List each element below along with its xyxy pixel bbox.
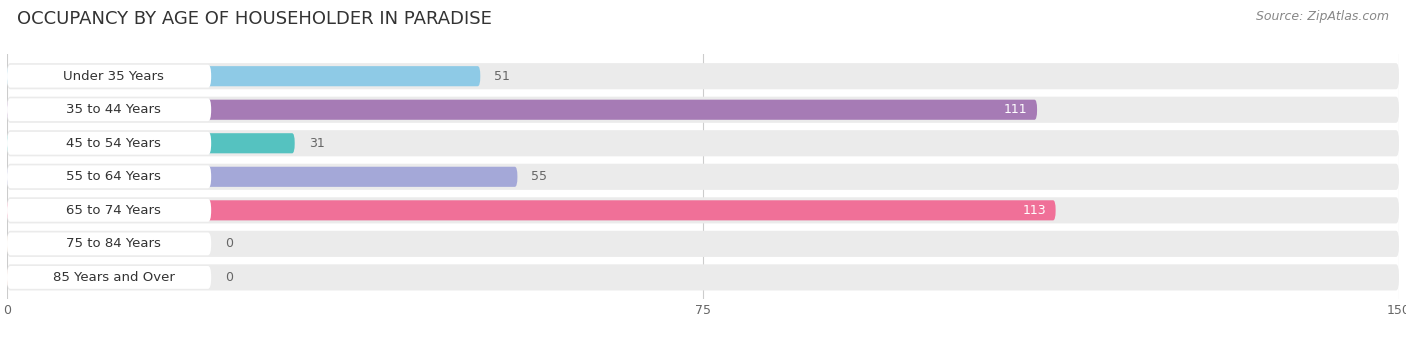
FancyBboxPatch shape xyxy=(7,66,481,86)
FancyBboxPatch shape xyxy=(7,234,120,254)
FancyBboxPatch shape xyxy=(7,264,1399,290)
FancyBboxPatch shape xyxy=(7,266,211,289)
Text: 0: 0 xyxy=(225,237,233,250)
FancyBboxPatch shape xyxy=(7,97,1399,123)
FancyBboxPatch shape xyxy=(7,267,120,287)
Text: 75 to 84 Years: 75 to 84 Years xyxy=(66,237,162,250)
Text: 45 to 54 Years: 45 to 54 Years xyxy=(66,137,162,150)
Text: 85 Years and Over: 85 Years and Over xyxy=(53,271,174,284)
FancyBboxPatch shape xyxy=(7,100,1038,120)
Text: 55 to 64 Years: 55 to 64 Years xyxy=(66,170,162,183)
Text: 65 to 74 Years: 65 to 74 Years xyxy=(66,204,162,217)
FancyBboxPatch shape xyxy=(7,132,211,155)
FancyBboxPatch shape xyxy=(7,133,295,153)
Text: 113: 113 xyxy=(1022,204,1046,217)
Text: 51: 51 xyxy=(495,70,510,83)
Text: 35 to 44 Years: 35 to 44 Years xyxy=(66,103,162,116)
FancyBboxPatch shape xyxy=(7,167,517,187)
FancyBboxPatch shape xyxy=(7,233,211,255)
FancyBboxPatch shape xyxy=(7,231,1399,257)
FancyBboxPatch shape xyxy=(7,197,1399,223)
Text: 0: 0 xyxy=(225,271,233,284)
Text: 31: 31 xyxy=(308,137,325,150)
FancyBboxPatch shape xyxy=(7,199,211,222)
FancyBboxPatch shape xyxy=(7,165,211,188)
FancyBboxPatch shape xyxy=(7,164,1399,190)
Text: Source: ZipAtlas.com: Source: ZipAtlas.com xyxy=(1256,10,1389,23)
Text: OCCUPANCY BY AGE OF HOUSEHOLDER IN PARADISE: OCCUPANCY BY AGE OF HOUSEHOLDER IN PARAD… xyxy=(17,10,492,28)
FancyBboxPatch shape xyxy=(7,200,1056,220)
FancyBboxPatch shape xyxy=(7,65,211,88)
FancyBboxPatch shape xyxy=(7,98,211,121)
Text: 111: 111 xyxy=(1004,103,1028,116)
FancyBboxPatch shape xyxy=(7,63,1399,89)
Text: Under 35 Years: Under 35 Years xyxy=(63,70,165,83)
FancyBboxPatch shape xyxy=(7,130,1399,156)
Text: 55: 55 xyxy=(531,170,547,183)
